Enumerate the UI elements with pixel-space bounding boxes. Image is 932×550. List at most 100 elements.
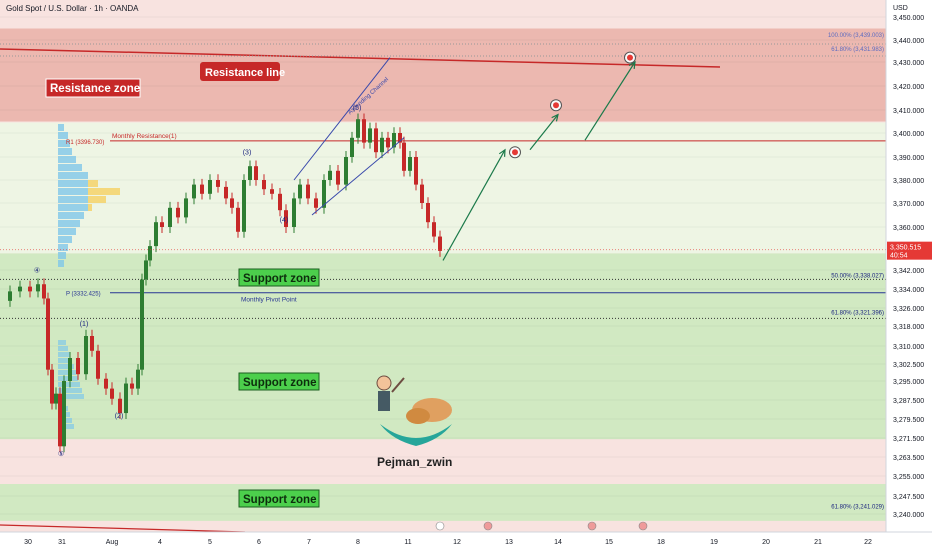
candle [306,184,310,199]
price-tick-label: 3,255.000 [893,474,924,481]
price-tick-label: 3,302.500 [893,362,924,369]
candle [432,222,436,237]
profile-bar [58,164,82,171]
candle [242,180,246,232]
projection-arrow [442,149,506,261]
profile-bar [58,236,72,243]
price-tick-label: 3,271.500 [893,436,924,443]
profile-bar-value-area [88,196,106,203]
profile-bar-value-area [88,204,92,211]
miner-icon [376,375,392,391]
zone-0 [0,28,886,122]
time-tick-label: 12 [453,539,461,546]
time-tick-label: 7 [307,539,311,546]
profile-bar-value-area [88,180,98,187]
candle [368,128,372,143]
event-marker-icon [483,521,493,531]
profile-bar [58,188,88,195]
price-tick-label: 3,420.000 [893,84,924,91]
wave-label: ④ [34,266,40,274]
svg-text:Support zone: Support zone [243,494,316,506]
profile-bar [58,220,80,227]
candle [414,157,418,185]
candle [278,193,282,211]
profile-bar [58,364,74,369]
profile-bar [58,388,82,393]
profile-bar [58,352,70,357]
channel-upper [293,57,391,181]
candle [176,207,180,218]
svg-text:Support zone: Support zone [243,377,316,389]
price-tick-label: 3,400.000 [893,131,924,138]
profile-bar [58,370,76,375]
profile-bar [58,132,68,139]
volume-profile [58,124,120,429]
time-tick-label: 30 [24,539,32,546]
time-tick-label: 18 [657,539,665,546]
price-tick-label: 3,310.000 [893,344,924,351]
projection-arrowhead [551,113,559,122]
profile-bar [58,212,84,219]
wave-label: (4) [280,217,289,224]
candle [350,137,354,157]
candle [314,198,318,208]
time-tick-label: 6 [257,539,261,546]
wave-label: (2) [115,413,124,420]
author-name: Pejman_zwin [377,455,452,469]
resistance-line-label: Resistance line [200,62,285,81]
candle [344,157,348,185]
candle [140,279,144,370]
candle [90,336,94,351]
candle [408,157,412,171]
time-tick-label: 19 [710,539,718,546]
candle [118,398,122,414]
price-tick-label: 3,279.500 [893,417,924,424]
candle [124,383,128,414]
candle [168,207,172,227]
price-tick-label: 3,430.000 [893,60,924,67]
time-tick-label: 22 [864,539,872,546]
candle [62,381,66,447]
candle [148,246,152,261]
wave-label: (5) [353,105,362,112]
profile-bar-value-area [88,188,120,195]
profile-bar [58,204,88,211]
candle [438,236,442,251]
candle [420,184,424,203]
profile-bar [58,244,68,251]
candle [144,260,148,280]
time-tick-label: 31 [58,539,66,546]
projection-arrow [584,61,636,141]
price-tick-label: 3,247.500 [893,494,924,501]
price-tick-label: 3,342.000 [893,268,924,275]
profile-bar [58,156,76,163]
support-zone-label-1: Support zone [238,268,320,287]
candle [262,180,266,190]
candle [284,210,288,227]
candle [154,222,158,247]
last-price-badge: 3,350.515 40:54 [887,241,932,260]
profile-bar [58,180,88,187]
candle [230,198,234,208]
currency-label: USD [893,5,908,12]
candle [356,119,360,138]
time-axis[interactable] [0,532,932,550]
event-marker-icon [587,521,597,531]
profile-bar [58,260,64,267]
candle [336,170,340,185]
price-axis[interactable] [886,0,932,550]
chart-title: Gold Spot / U.S. Dollar · 1h · OANDA [6,4,139,13]
target-icon-center [627,54,633,61]
profile-bar [58,346,68,351]
candle [322,180,326,208]
candle [236,207,240,232]
last-price: 3,350.515 [890,245,921,252]
candle [96,350,100,379]
profile-bar [58,124,64,131]
candle [46,298,50,370]
support-zone-label-2: Support zone [238,372,320,391]
candle [50,369,54,404]
wave-label: ⑤ [58,450,64,458]
